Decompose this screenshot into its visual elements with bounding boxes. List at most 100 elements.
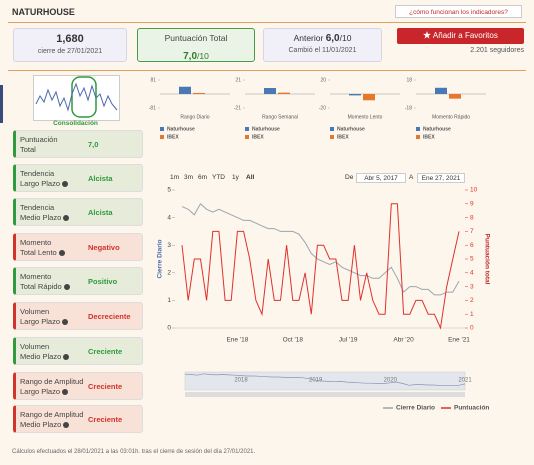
indicator-card: Momento Total Lento Negativo: [13, 233, 143, 261]
y-tick-label: 18: [406, 77, 412, 83]
indicator-label: Rango de Amplitud Medio Plazo: [20, 410, 83, 430]
y-tick-label: 2: [167, 270, 171, 277]
legend-label: IBEX: [423, 134, 435, 140]
legend-swatch: [160, 127, 164, 131]
indicator-value: Positivo: [88, 277, 118, 286]
date-to-label: A: [409, 174, 414, 181]
indicator-card: Tendencia Medio Plazo Alcista: [13, 198, 143, 226]
x-tick-label: Ene '18: [226, 337, 248, 344]
y2-tick-label: 6: [470, 242, 474, 249]
help-link[interactable]: ¿cómo funcionan los indicadores?: [395, 5, 522, 18]
chart-title: Rango Diario: [180, 114, 209, 120]
indicator-label-line: Rango de Amplitud: [20, 377, 84, 386]
indicator-label-line: Total Lento: [20, 248, 57, 257]
indicator-value: Creciente: [88, 347, 123, 356]
series-line: [181, 203, 460, 330]
indicator-label-line: Total: [20, 145, 36, 154]
y-tick-label: 3: [167, 242, 171, 249]
bar: [363, 94, 375, 101]
indicator-label: Puntuación Total: [20, 135, 58, 155]
close-box: 1,680 cierre de 27/01/2021: [13, 28, 127, 62]
y-tick-label: 81: [150, 77, 156, 83]
indicator-label: Momento Total Lento: [20, 238, 65, 258]
indicator-value: Negativo: [88, 243, 120, 252]
y-tick-label: 1: [167, 297, 171, 304]
indicator-label-line: Largo Plazo: [20, 179, 61, 188]
legend-swatch: [416, 135, 420, 139]
previous-value: 6,0: [325, 33, 340, 44]
date-to[interactable]: Ene 27, 2021: [417, 173, 465, 183]
previous-box: Anterior 6,0/10 Cambió el 11/01/2021: [263, 28, 382, 62]
legend-label: Naturhouse: [423, 126, 451, 132]
y-tick-label: -20: [319, 105, 326, 111]
score-scale: /10: [197, 51, 209, 61]
range-button[interactable]: YTD: [212, 174, 225, 181]
pattern-box: [33, 75, 120, 121]
close-value: 1,680: [56, 33, 84, 45]
indicator-label-line: Puntuación: [20, 135, 58, 144]
divider: [8, 70, 526, 71]
legend-label: IBEX: [167, 134, 179, 140]
navigator-line: [184, 373, 466, 387]
indicator-value: Creciente: [88, 415, 123, 424]
bar: [449, 94, 461, 99]
y-tick-label: 21: [235, 77, 241, 83]
bar: [264, 88, 276, 94]
pattern-label: Consolidación: [53, 120, 98, 127]
indicator-label: Volumen Largo Plazo: [20, 307, 69, 327]
y2-tick-label: 0: [470, 325, 474, 332]
indicator-card: Volumen Medio Plazo Creciente: [13, 337, 143, 365]
range-button[interactable]: 3m: [184, 174, 194, 181]
indicator-label: Volumen Medio Plazo: [20, 342, 70, 362]
x-tick-label: Oct '18: [283, 337, 304, 344]
scrollbar: [185, 392, 465, 397]
indicator-label-line: Tendencia: [20, 203, 55, 212]
pattern-icon: [35, 76, 118, 118]
previous-caption: Cambió el 11/01/2021: [288, 47, 357, 54]
legend-label: IBEX: [337, 134, 349, 140]
bar: [435, 87, 447, 94]
score-value: 7,0: [183, 51, 198, 62]
divider: [8, 22, 526, 23]
indicator-card: Puntuación Total 7,0: [13, 130, 143, 158]
navigator-label: 2018: [234, 378, 248, 384]
legend-swatch: [160, 135, 164, 139]
y2-tick-label: 1: [470, 311, 474, 318]
legend-swatch: [245, 127, 249, 131]
info-icon: [58, 250, 65, 256]
navigator-label: 2020: [384, 378, 398, 384]
x-tick-label: Abr '20: [393, 337, 414, 344]
indicator-label-line: Largo Plazo: [20, 387, 61, 396]
date-from[interactable]: Abr 5, 2017: [356, 173, 406, 183]
legend-swatch: [245, 135, 249, 139]
indicator-value: Creciente: [88, 382, 123, 391]
y2-tick-label: 3: [470, 283, 474, 290]
range-button[interactable]: All: [246, 174, 255, 181]
indicator-label-line: Momento: [20, 238, 52, 247]
info-icon: [63, 215, 70, 221]
indicator-card: Tendencia Largo Plazo Alcista: [13, 164, 143, 192]
indicator-label-line: Momento: [20, 272, 52, 281]
y2-axis-title: Puntuación total: [483, 234, 490, 285]
followers: 2.201 seguidores: [470, 47, 524, 54]
range-button[interactable]: 6m: [198, 174, 208, 181]
y-axis-title: Cierre Diario: [157, 239, 164, 278]
range-button[interactable]: 1y: [232, 174, 239, 181]
range-button[interactable]: 1m: [170, 174, 180, 181]
indicator-label-line: Volumen: [20, 342, 50, 351]
y-tick-label: 20: [320, 77, 326, 83]
footer-note: Cálculos efectuados el 28/01/2021 a las …: [12, 449, 256, 455]
indicator-label-line: Medio Plazo: [20, 352, 62, 361]
indicator-label: Tendencia Medio Plazo: [20, 203, 70, 223]
side-tab: [0, 85, 3, 123]
legend-label: Puntuación: [454, 405, 489, 412]
indicator-label-line: Total Rápido: [20, 282, 62, 291]
info-icon: [62, 181, 69, 187]
score-box: Puntuación Total 7,0/10: [137, 28, 255, 62]
legend-label: Naturhouse: [337, 126, 365, 132]
favorite-button[interactable]: Añadir a Favoritos: [397, 28, 524, 44]
indicator-label-line: Medio Plazo: [20, 213, 62, 222]
legend-label: Cierre Diario: [396, 405, 435, 412]
legend-swatch: [330, 135, 334, 139]
indicator-card: Momento Total Rápido Positivo: [13, 267, 143, 295]
